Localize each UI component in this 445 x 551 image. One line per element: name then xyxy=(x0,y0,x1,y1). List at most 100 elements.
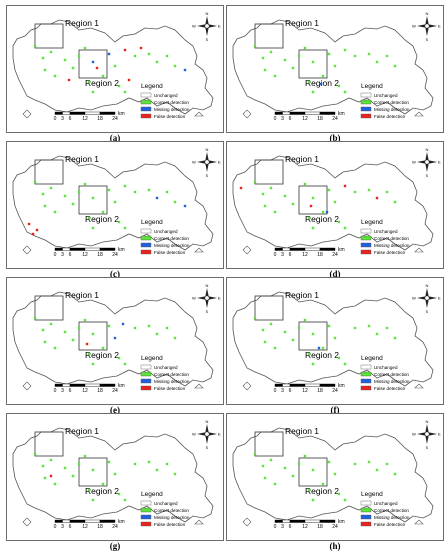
compass-e: E xyxy=(438,24,441,29)
correct-detection-mark xyxy=(91,362,95,366)
legend-title: Legend xyxy=(141,355,163,362)
false-detection-mark xyxy=(139,46,143,50)
scale-bar-segment xyxy=(99,383,116,387)
scale-tick-label: 3 xyxy=(281,524,284,530)
compass-rose-icon: N S E W xyxy=(192,283,221,314)
correct-detection-mark xyxy=(303,318,307,322)
correct-detection-mark xyxy=(83,182,87,186)
scale-bar-segment xyxy=(274,383,283,387)
scale-tick-label: 0 xyxy=(274,524,277,530)
legend: Legend Unchanged Correct detection Missing … xyxy=(360,83,410,119)
scale-bar-segment xyxy=(62,383,71,387)
legend-item-label: Correct detection xyxy=(374,372,409,377)
legend-item-label: Unchanged xyxy=(154,93,178,98)
correct-detection-mark xyxy=(117,356,121,360)
scale-unit-label: km xyxy=(118,111,125,117)
correct-detection-mark xyxy=(63,58,67,62)
correct-detection-mark xyxy=(263,68,267,72)
legend-item-label: False detection xyxy=(154,522,186,527)
correct-detection-mark xyxy=(165,462,169,466)
map-panel-a: Region 1 Region 2 N S E W 0 3 6 12 18 24 km Legend Unc… xyxy=(6,5,224,133)
compass-n: N xyxy=(426,419,429,424)
correct-detection-mark xyxy=(311,90,315,94)
scale-bar-segment xyxy=(304,111,321,115)
correct-detection-mark xyxy=(53,74,57,78)
legend-swatch xyxy=(360,507,372,513)
island-shape xyxy=(194,519,204,525)
legend-swatch xyxy=(140,99,152,105)
scale-unit-label: km xyxy=(338,111,345,117)
scale-bar-segment xyxy=(319,383,336,387)
false-detection-mark xyxy=(67,78,71,82)
scale-bar-segment xyxy=(84,111,101,115)
scale-bar-segment xyxy=(319,111,336,115)
correct-detection-mark xyxy=(155,60,159,64)
region-2-box xyxy=(298,457,328,487)
scale-bar-segment xyxy=(54,111,63,115)
legend: Legend Unchanged Correct detection Missing … xyxy=(360,491,410,527)
correct-detection-mark xyxy=(337,492,341,496)
region-2-label: Region 2 xyxy=(85,78,119,88)
legend-item-label: Unchanged xyxy=(374,501,398,506)
correct-detection-mark xyxy=(353,54,357,58)
legend-swatch xyxy=(360,364,372,370)
correct-detection-mark xyxy=(87,352,91,356)
correct-detection-mark xyxy=(43,204,47,208)
legend-item-label: Correct detection xyxy=(154,236,189,241)
compass-w: W xyxy=(192,296,196,301)
scale-tick-label: 24 xyxy=(332,388,338,394)
map-panel-d: Region 1 Region 2 N S E W 0 3 6 12 18 24 km Legend Unc… xyxy=(226,141,444,269)
compass-s: S xyxy=(426,37,429,42)
false-detection-mark xyxy=(85,342,89,346)
scale-bar-segment xyxy=(99,111,116,115)
missing-detection-mark xyxy=(113,336,117,340)
legend-item-label: False detection xyxy=(374,386,406,391)
region-1-label: Region 1 xyxy=(65,426,99,436)
correct-detection-mark xyxy=(165,54,169,58)
scale-tick-label: 3 xyxy=(61,388,64,394)
legend-item-label: Correct detection xyxy=(154,508,189,513)
correct-detection-mark xyxy=(375,468,379,472)
legend: Legend Unchanged Correct detection Missing … xyxy=(140,491,190,527)
correct-detection-mark xyxy=(273,74,277,78)
correct-detection-mark xyxy=(327,460,331,464)
scale-tick-label: 6 xyxy=(69,116,72,122)
correct-detection-mark xyxy=(91,196,95,200)
compass-n: N xyxy=(426,11,429,16)
correct-detection-mark xyxy=(283,58,287,62)
scale-bar-segment xyxy=(99,247,116,251)
scale-tick-label: 24 xyxy=(112,388,118,394)
correct-detection-mark xyxy=(77,190,81,194)
compass-s: S xyxy=(426,173,429,178)
island-shape xyxy=(194,111,204,117)
correct-detection-mark xyxy=(311,498,315,502)
scale-tick-label: 6 xyxy=(69,524,72,530)
correct-detection-mark xyxy=(165,326,169,330)
correct-detection-mark xyxy=(393,336,397,340)
correct-detection-mark xyxy=(155,332,159,336)
correct-detection-mark xyxy=(123,184,127,188)
correct-detection-mark xyxy=(353,190,357,194)
correct-detection-mark xyxy=(263,204,267,208)
correct-detection-mark xyxy=(311,226,315,230)
correct-detection-mark xyxy=(353,326,357,330)
legend-swatch xyxy=(360,500,372,506)
correct-detection-mark xyxy=(113,64,117,68)
correct-detection-mark xyxy=(337,84,341,88)
correct-detection-mark xyxy=(101,482,105,486)
scale-tick-label: 6 xyxy=(289,116,292,122)
false-detection-mark xyxy=(123,48,127,52)
compass-s: S xyxy=(426,309,429,314)
correct-detection-mark xyxy=(117,84,121,88)
legend-swatch xyxy=(360,228,372,234)
legend-item-label: Unchanged xyxy=(154,229,178,234)
legend-swatch xyxy=(360,242,372,248)
legend-item-label: Missing detection xyxy=(374,107,410,112)
correct-detection-mark xyxy=(321,346,325,350)
correct-detection-mark xyxy=(101,74,105,78)
compass-rose-icon: N S E W xyxy=(412,419,441,450)
correct-detection-mark xyxy=(327,52,331,56)
